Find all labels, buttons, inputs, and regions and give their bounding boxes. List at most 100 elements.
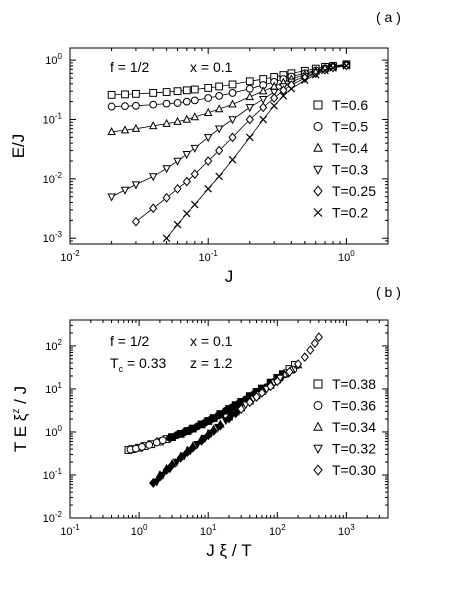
x-tick-label: 103 [338,523,355,538]
annotation-f: f = 1/2 [110,333,150,349]
y-tick-label: 101 [45,381,62,396]
data-point [228,116,237,125]
data-point [186,425,195,434]
data-point [155,472,164,482]
data-point [252,392,261,402]
data-point [173,87,182,96]
tick-marks [69,319,389,519]
data-point [120,125,130,134]
data-point [300,73,309,83]
data-point [270,101,278,110]
y-tick-label: 102 [45,338,62,353]
data-point [173,99,182,107]
data-point [259,115,268,124]
data-point [245,114,254,125]
legend-entry: T=0.6 [313,97,368,113]
data-point [203,107,213,116]
data-point [279,92,288,100]
y-axis-label: E/J [9,134,28,159]
legend-marker [313,421,323,431]
tick-marks [69,48,389,245]
data-point [215,82,224,91]
legend-marker [313,122,323,131]
data-point [162,88,171,96]
y-tick-label: 100 [45,424,62,439]
x-axis-label: J ξ / T [206,541,251,560]
data-point [162,465,171,475]
data-point [149,89,158,97]
data-point [221,406,230,415]
data-point [216,420,225,431]
data-point [228,155,237,164]
annotation-tc: Tc = 0.33 [110,355,166,374]
data-point [245,104,255,113]
legend-entry: T=0.32 [313,441,376,457]
data-point [173,116,182,125]
legend-entry: T=0.38 [313,376,376,392]
data-point [258,86,268,95]
legend-label: T=0.6 [332,97,368,113]
data-point [173,220,182,229]
data-point [285,366,294,377]
legend-entry: T=0.34 [313,419,376,435]
panel-label: ( b ) [376,284,401,300]
data-point [203,134,213,143]
data-point [204,156,213,166]
y-tick-label: 10-3 [43,230,63,245]
data-point [321,66,329,75]
legend: T=0.6 T=0.5 T=0.4 T=0.3 T=0.25 T=0.2 [313,97,376,221]
x-axis-label: J [225,267,234,286]
panel-a: 10-2 10-1 10010-310-210-1100T=0.6T=0.5T=0.… [9,9,401,286]
data-point [183,447,192,457]
data-point [228,89,237,97]
series-6 [162,62,351,243]
data-point [269,88,279,97]
y-axis-label: T E ξz / J [11,386,30,452]
data-point [149,100,158,109]
data-point [204,184,213,193]
data-point [131,123,141,132]
data-point [214,104,224,113]
data-point [190,85,199,94]
data-point [132,101,140,110]
data-point [287,84,296,93]
data-point [107,90,116,99]
data-point [245,92,255,101]
x-tick-label: 102 [269,523,286,538]
data-point [182,86,191,95]
data-point [257,388,267,398]
data-point [131,216,140,227]
data-point [120,186,130,195]
x-tick-label: 101 [200,523,217,538]
data-point [190,144,200,153]
y-tick-label: 10-2 [43,510,63,525]
x-tick-label: 10-1 [199,249,219,264]
data-point [172,458,181,467]
data-point [245,133,254,142]
data-point [182,209,191,218]
data-point [131,181,141,190]
data-point [300,76,309,84]
data-point [311,70,320,79]
series-5 [131,60,351,227]
legend-marker [313,464,323,476]
data-point [259,102,268,113]
data-point [162,234,171,243]
data-point [162,192,171,203]
series-1 [124,361,299,454]
data-point [182,151,192,160]
data-point [228,132,237,143]
data-point [138,442,146,451]
legend-marker [313,142,323,152]
legend-marker [313,379,323,389]
data-point [145,441,154,449]
data-point [279,85,288,96]
data-point [190,200,199,209]
data-point [215,172,223,181]
legend-entry: T=0.30 [313,462,376,478]
data-point [227,403,236,412]
legend-entry: T=0.25 [313,183,376,199]
data-point [201,418,209,427]
y-tick-label: 10-1 [43,467,63,482]
legend-entry: T=0.2 [313,205,368,221]
